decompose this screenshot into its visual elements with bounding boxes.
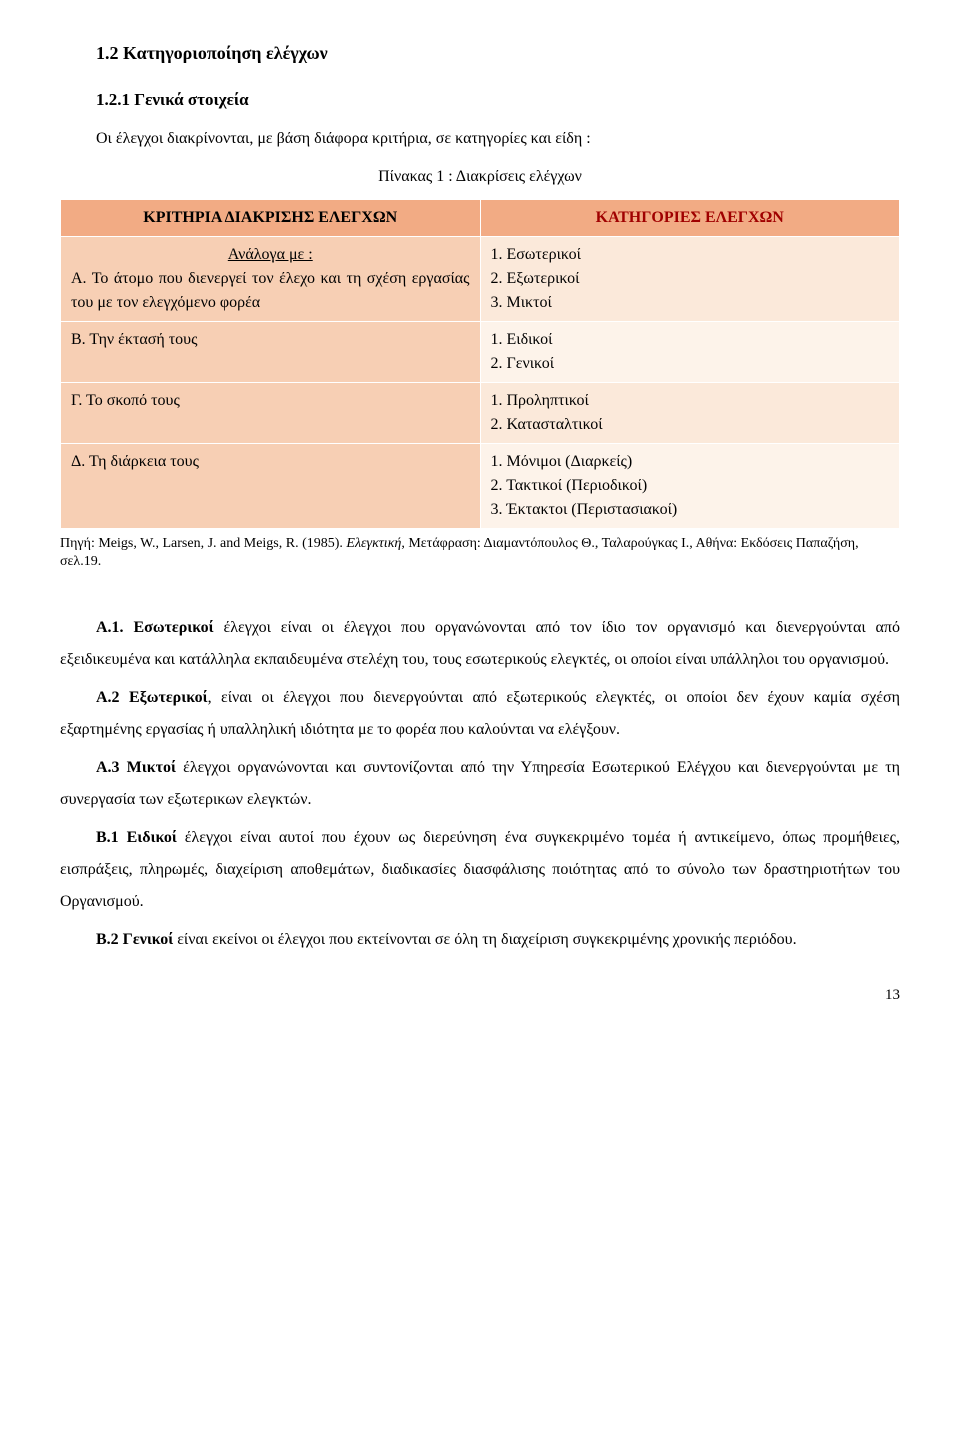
row-a-item: 3. Μικτοί (491, 291, 890, 315)
row-c-item: 1. Προληπτικοί (491, 389, 890, 413)
row-b-item: 1. Ειδικοί (491, 328, 890, 352)
row-a-body: Α. Το άτομο που διενεργεί τον έλεχο και … (71, 267, 470, 315)
row-b-left: Β. Την έκτασή τους (61, 321, 481, 382)
row-b-right: 1. Ειδικοί 2. Γενικοί (480, 321, 900, 382)
table-header-left: ΚΡΙΤΗΡΙΑ ΔΙΑΚΡΙΣΗΣ ΕΛΕΓΧΩΝ (61, 199, 481, 236)
para-b2: Β.2 Γενικοί είναι εκείνοι οι έλεγχοι που… (60, 924, 900, 956)
para-a3-rest: έλεγχοι οργανώνονται και συντονίζονται α… (60, 759, 900, 808)
para-a2-lead: Α.2 Εξωτερικοί (96, 689, 208, 706)
criteria-table: ΚΡΙΤΗΡΙΑ ΔΙΑΚΡΙΣΗΣ ΕΛΕΓΧΩΝ ΚΑΤΗΓΟΡΙΕΣ ΕΛ… (60, 199, 900, 529)
row-d-right: 1. Μόνιμοι (Διαρκείς) 2. Τακτικοί (Περιο… (480, 443, 900, 528)
intro-text: Οι έλεγχοι διακρίνονται, με βάση διάφορα… (60, 127, 900, 151)
para-a1-lead: Α.1. Εσωτερικοί (96, 619, 214, 636)
citation-italic: Ελεγκτική (346, 536, 401, 551)
row-d-left: Δ. Τη διάρκεια τους (61, 443, 481, 528)
para-b1-rest: έλεγχοι είναι αυτοί που έχουν ως διερεύν… (60, 829, 900, 910)
para-a2: Α.2 Εξωτερικοί, είναι οι έλεγχοι που διε… (60, 682, 900, 746)
para-b2-lead: Β.2 Γενικοί (96, 931, 173, 948)
row-d-item: 2. Τακτικοί (Περιοδικοί) (491, 474, 890, 498)
section-heading: 1.2 Κατηγοριοποίηση ελέγχων (60, 40, 900, 67)
para-a3: Α.3 Μικτοί έλεγχοι οργανώνονται και συντ… (60, 752, 900, 816)
table-citation: Πηγή: Meigs, W., Larsen, J. and Meigs, R… (60, 535, 900, 573)
row-a-left: Ανάλογα με : Α. Το άτομο που διενεργεί τ… (61, 236, 481, 321)
row-c-left: Γ. Το σκοπό τους (61, 382, 481, 443)
citation-prefix: Πηγή: Meigs, W., Larsen, J. and Meigs, R… (60, 536, 346, 551)
row-d-item: 3. Έκτακτοι (Περιστασιακοί) (491, 498, 890, 522)
row-c-right: 1. Προληπτικοί 2. Κατασταλτικοί (480, 382, 900, 443)
row-a-right: 1. Εσωτερικοί 2. Εξωτερικοί 3. Μικτοί (480, 236, 900, 321)
row-d-item: 1. Μόνιμοι (Διαρκείς) (491, 450, 890, 474)
page-number: 13 (60, 984, 900, 1007)
para-b2-rest: είναι εκείνοι οι έλεγχοι που εκτείνονται… (173, 931, 796, 948)
para-b1: Β.1 Ειδικοί έλεγχοι είναι αυτοί που έχου… (60, 822, 900, 918)
subsection-heading: 1.2.1 Γενικά στοιχεία (60, 87, 900, 113)
row-b-item: 2. Γενικοί (491, 352, 890, 376)
para-a3-lead: Α.3 Μικτοί (96, 759, 176, 776)
row-a-item: 2. Εξωτερικοί (491, 267, 890, 291)
table-caption: Πίνακας 1 : Διακρίσεις ελέγχων (60, 165, 900, 189)
para-a1: Α.1. Εσωτερικοί έλεγχοι είναι οι έλεγχοι… (60, 612, 900, 676)
table-header-right: ΚΑΤΗΓΟΡΙΕΣ ΕΛΕΓΧΩΝ (480, 199, 900, 236)
row-c-item: 2. Κατασταλτικοί (491, 413, 890, 437)
row-a-item: 1. Εσωτερικοί (491, 243, 890, 267)
row-a-lead: Ανάλογα με : (228, 246, 313, 263)
para-b1-lead: Β.1 Ειδικοί (96, 829, 177, 846)
